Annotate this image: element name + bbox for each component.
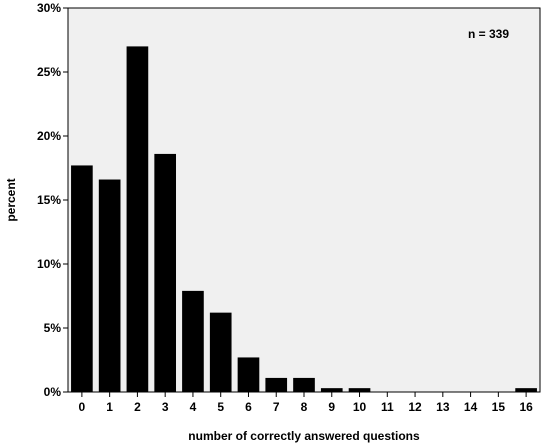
- bar-group: [71, 46, 537, 393]
- bar-3: [154, 153, 177, 392]
- bar-5: [209, 312, 232, 392]
- y-tick-label: 25%: [37, 65, 61, 79]
- bar-0: [71, 165, 93, 392]
- x-tick-label: 12: [408, 400, 422, 414]
- x-tick-label: 2: [134, 400, 141, 414]
- bar-10: [348, 388, 371, 392]
- bar-4: [182, 290, 204, 392]
- y-tick-label: 5%: [44, 321, 62, 335]
- bar-16: [515, 388, 537, 392]
- x-tick-label: 0: [79, 400, 86, 414]
- x-tick-label: 1: [106, 400, 113, 414]
- x-axis: 0 1 2 3 4 5 6 7 8 9 10 11 12 13 14 15 16: [79, 392, 533, 414]
- x-tick-label: 15: [492, 400, 506, 414]
- x-tick-label: 8: [301, 400, 308, 414]
- bar-7: [265, 377, 288, 392]
- x-tick-label: 13: [436, 400, 450, 414]
- bar-2: [126, 46, 149, 393]
- x-axis-label: number of correctly answered questions: [188, 429, 420, 443]
- x-tick-label: 9: [328, 400, 335, 414]
- y-tick-label: 0%: [44, 385, 62, 399]
- x-tick-label: 3: [162, 400, 169, 414]
- bar-1: [98, 179, 121, 392]
- y-tick-label: 10%: [37, 257, 61, 271]
- y-tick-label: 30%: [37, 1, 61, 15]
- bar-9: [320, 388, 343, 392]
- x-tick-label: 4: [190, 400, 197, 414]
- x-tick-label: 14: [464, 400, 478, 414]
- x-tick-label: 7: [273, 400, 280, 414]
- x-tick-label: 10: [353, 400, 367, 414]
- sample-size-annotation: n = 339: [468, 27, 509, 41]
- y-axis-label: percent: [4, 178, 18, 221]
- bar-8: [293, 377, 315, 392]
- y-tick-label: 20%: [37, 129, 61, 143]
- y-axis: 0% 5% 10% 15% 20% 25% 30%: [37, 1, 68, 399]
- x-tick-label: 5: [217, 400, 224, 414]
- x-tick-label: 11: [381, 400, 394, 414]
- bar-6: [237, 357, 260, 392]
- y-tick-label: 15%: [37, 193, 61, 207]
- x-tick-label: 6: [245, 400, 252, 414]
- x-tick-label: 16: [519, 400, 533, 414]
